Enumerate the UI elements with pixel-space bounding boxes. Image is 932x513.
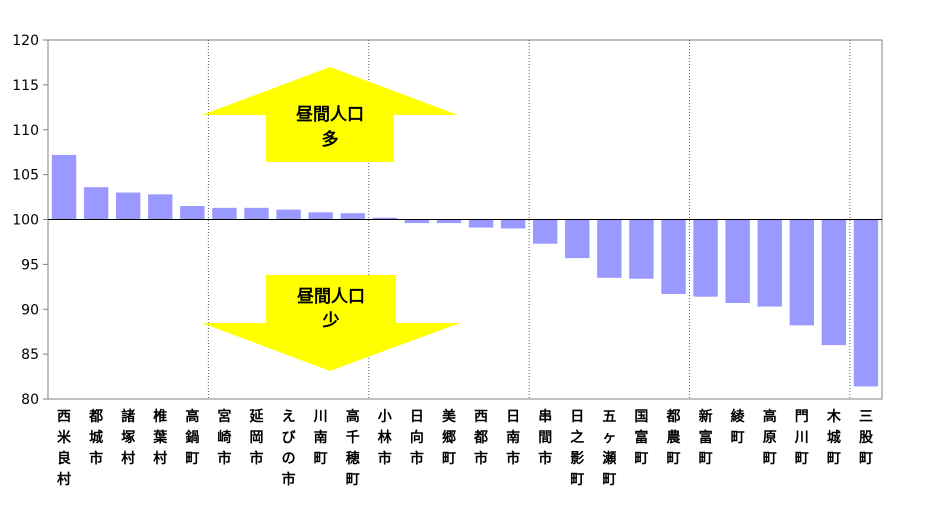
category-label-8: 川南町	[313, 409, 328, 467]
down-annotation-line1: 昼間人口	[297, 287, 365, 307]
category-label-18: 国富町	[634, 409, 648, 467]
y-tick-label-110: 110	[12, 123, 39, 139]
bar-5	[212, 207, 237, 220]
y-tick-label-120: 120	[12, 33, 39, 49]
down-arrow-shape	[202, 275, 460, 371]
plot-background-layer: 80 85 90 95 100 105 110 115 120 西米良村 都城市 諸塚村 椎葉村 高鍋町 宮…	[12, 33, 883, 488]
category-label-19: 都農町	[666, 409, 681, 467]
bar-21	[725, 219, 750, 303]
category-label-22: 高原町	[763, 408, 777, 467]
annotations: 昼間人口 多 昼間人口 少	[202, 67, 460, 371]
bar-2	[116, 192, 141, 220]
category-label-6: 延岡市	[249, 408, 265, 467]
up-arrow-shape	[202, 67, 458, 162]
y-tick-label-95: 95	[21, 257, 39, 273]
bar-0	[51, 154, 77, 220]
up-annotation-line2: 多	[322, 129, 339, 150]
bar-18	[629, 219, 654, 279]
category-label-16: 日之影町	[570, 409, 584, 488]
bar-8	[308, 212, 333, 220]
bars	[51, 154, 879, 387]
category-label-25: 三股町	[859, 409, 874, 467]
up-annotation-line1: 昼間人口	[296, 105, 364, 125]
y-tick-label-100: 100	[12, 213, 39, 229]
category-label-21: 綾町	[731, 408, 746, 446]
bar-14	[500, 219, 526, 229]
category-label-13: 西都市	[473, 409, 488, 467]
y-tick-label-105: 105	[12, 168, 39, 184]
category-label-1: 都城市	[88, 409, 103, 467]
category-label-17: 五ヶ瀬町	[602, 409, 616, 488]
category-labels: 西米良村 都城市 諸塚村 椎葉村 高鍋町 宮崎市 延岡市 えびの市 川南町 高千穂町 小林市 日向市 美…	[57, 408, 874, 488]
category-label-9: 高千穂町	[346, 408, 360, 488]
category-label-10: 小林市	[378, 409, 392, 467]
bar-13	[468, 219, 494, 228]
bar-16	[565, 219, 590, 259]
bar-11	[404, 219, 430, 224]
category-label-11: 日向市	[410, 409, 424, 467]
bar-9	[340, 213, 365, 220]
bar-15	[533, 219, 558, 244]
bar-4	[180, 206, 205, 220]
bar-20	[693, 219, 718, 297]
category-label-2: 諸塚村	[121, 408, 135, 467]
category-label-23: 門川町	[794, 409, 809, 467]
y-tick-label-85: 85	[21, 347, 39, 363]
bar-7	[276, 209, 301, 220]
category-label-24: 木城町	[826, 408, 842, 467]
category-label-3: 椎葉村	[152, 408, 168, 467]
bar-24	[821, 219, 847, 346]
category-label-15: 串間市	[538, 408, 552, 467]
category-label-5: 宮崎市	[217, 408, 231, 467]
bar-1	[83, 187, 109, 220]
y-tick-label-90: 90	[21, 302, 39, 318]
category-label-0: 西米良村	[57, 409, 72, 488]
y-tick-label-80: 80	[21, 392, 39, 408]
bar-25	[853, 219, 879, 387]
category-label-4: 高鍋町	[185, 408, 199, 467]
category-label-14: 日南市	[506, 409, 520, 467]
bar-10	[372, 217, 397, 220]
y-tick-label-115: 115	[12, 78, 39, 94]
category-label-20: 新富町	[699, 408, 713, 467]
category-label-7: えびの市	[282, 409, 297, 488]
category-label-12: 美郷町	[442, 408, 457, 467]
bar-3	[148, 194, 173, 220]
bar-19	[661, 219, 686, 294]
bar-12	[436, 219, 462, 224]
down-annotation-line2: 少	[322, 311, 340, 331]
bar-23	[789, 219, 814, 326]
bar-22	[757, 219, 782, 307]
bar-6	[244, 207, 269, 220]
bar-17	[597, 219, 622, 278]
